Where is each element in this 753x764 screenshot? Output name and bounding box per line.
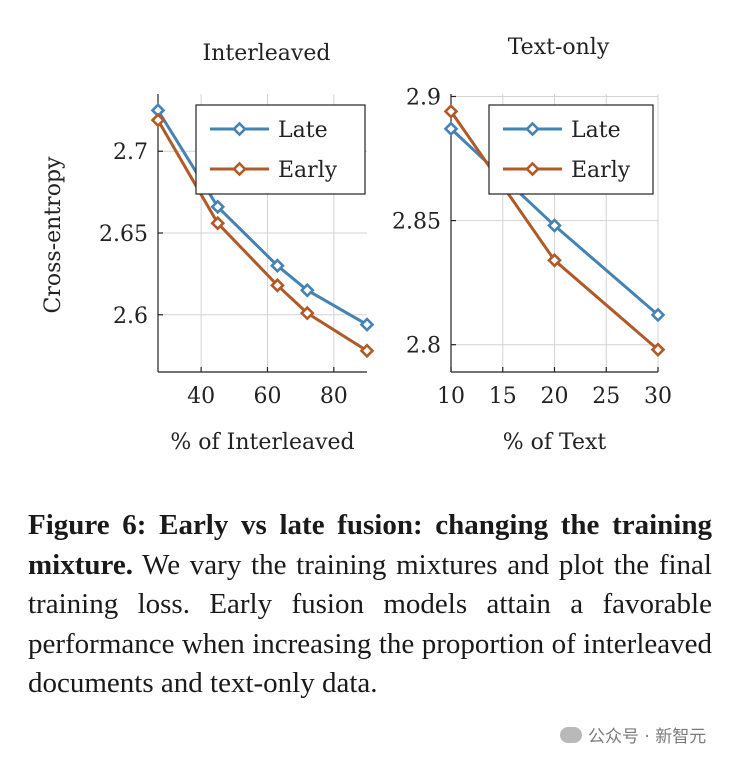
chart-panel-2: 10 15 20 25 30 2.8 2.85 2.9 Text-only % of Text La… — [392, 35, 672, 455]
x-tick-label: 80 — [320, 384, 348, 409]
data-point-late — [359, 317, 375, 332]
legend-label-late: Late — [278, 118, 328, 143]
data-point-early — [210, 215, 226, 231]
legend-label-late: Late — [571, 118, 621, 143]
chart-title: Text-only — [508, 35, 610, 60]
figure-panels: 40 60 80 2.6 2.65 2.7 Interleaved % of Interlea… — [41, 35, 672, 455]
legend-label-early: Early — [571, 158, 631, 183]
x-tick-label: 20 — [541, 384, 569, 409]
y-tick-label: 2.8 — [406, 334, 441, 359]
data-point-late — [650, 307, 666, 323]
x-tick-label: 15 — [489, 384, 517, 409]
y-tick-label: 2.7 — [113, 140, 148, 165]
legend-marker-late — [232, 121, 247, 137]
data-point-late — [547, 218, 562, 233]
data-point-early — [270, 277, 285, 293]
data-point-early — [150, 112, 166, 128]
x-tick-label: 25 — [592, 384, 620, 409]
data-point-late — [210, 199, 226, 215]
legend: Late Early — [488, 104, 654, 195]
y-tick-label: 2.6 — [113, 304, 148, 329]
x-tick-label: 40 — [187, 384, 215, 409]
x-tick-label: 10 — [437, 384, 465, 409]
caption-label: Figure 6: Early vs late fusion: changing… — [28, 509, 712, 581]
legend-marker-early — [525, 161, 540, 177]
watermark-text: 公众号 · 新智元 — [588, 727, 707, 747]
data-point-late — [299, 282, 315, 298]
figure-caption: Figure 6: Early vs late fusion: changing… — [28, 506, 712, 704]
y-tick-label: 2.65 — [99, 222, 148, 247]
data-point-late — [443, 121, 459, 137]
x-axis-label: % of Interleaved — [170, 430, 354, 455]
x-tick-label: 60 — [253, 384, 281, 409]
data-point-early — [359, 343, 375, 359]
data-point-early — [299, 305, 315, 321]
data-point-early — [650, 342, 666, 357]
data-point-early — [443, 104, 459, 119]
x-axis-label: % of Text — [503, 430, 607, 455]
legend-marker-late — [525, 121, 540, 137]
chart-title: Interleaved — [203, 41, 331, 66]
legend-box — [195, 104, 366, 195]
legend-marker-early — [232, 161, 247, 177]
legend-label-early: Early — [278, 158, 338, 183]
y-tick-label: 2.9 — [406, 85, 441, 110]
legend: Late Early — [195, 104, 366, 195]
chart-panel-1: 40 60 80 2.6 2.65 2.7 Interleaved % of Interlea… — [41, 41, 375, 455]
watermark: 公众号 · 新智元 — [560, 722, 706, 747]
wechat-icon — [560, 726, 582, 743]
y-axis-label: Cross-entropy — [41, 156, 66, 313]
legend-box — [488, 104, 654, 195]
data-point-early — [547, 252, 562, 268]
data-point-late — [270, 258, 285, 274]
y-tick-label: 2.85 — [392, 210, 441, 235]
x-tick-label: 30 — [644, 384, 672, 409]
caption-text: We vary the training mixtures and plot t… — [28, 548, 712, 700]
